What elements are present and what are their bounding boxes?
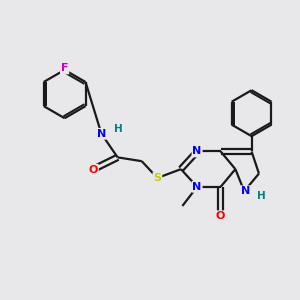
- Text: O: O: [216, 211, 225, 221]
- Text: N: N: [97, 129, 106, 139]
- Text: N: N: [193, 146, 202, 157]
- Text: N: N: [241, 186, 250, 196]
- Text: O: O: [88, 165, 98, 175]
- Text: N: N: [193, 182, 202, 192]
- Text: S: S: [153, 173, 161, 183]
- Text: H: H: [114, 124, 122, 134]
- Text: F: F: [61, 63, 68, 74]
- Text: H: H: [256, 190, 265, 201]
